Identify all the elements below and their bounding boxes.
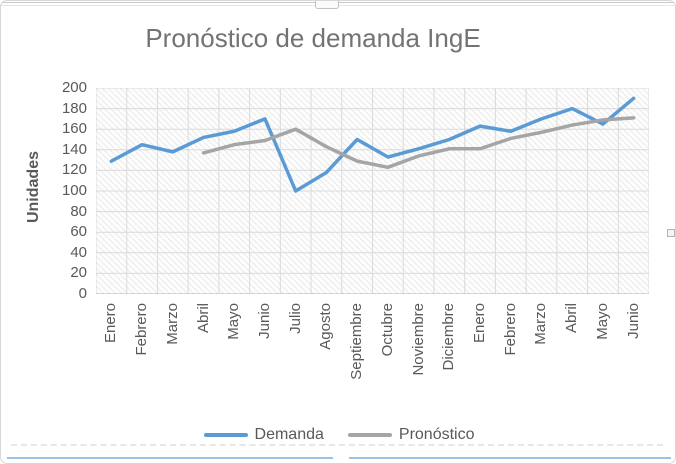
y-tick-label: 80 xyxy=(70,202,87,220)
chart-resize-handle-top[interactable] xyxy=(315,1,339,9)
selected-row-border xyxy=(349,457,671,459)
y-tick-label: 160 xyxy=(61,120,87,138)
legend: Demanda Pronóstico xyxy=(1,423,675,447)
x-tick-label: Septiembre xyxy=(348,303,366,380)
y-tick-label: 200 xyxy=(61,79,87,96)
x-tick-label: Octubre xyxy=(378,303,396,357)
chart-title[interactable]: Pronóstico de demanda IngE xyxy=(145,23,481,53)
x-tick-label: Noviembre xyxy=(409,303,427,376)
legend-label-demanda: Demanda xyxy=(254,426,324,443)
y-tick-label: 140 xyxy=(61,140,87,158)
x-tick-label: Abril xyxy=(563,303,581,334)
x-tick-label: Agosto xyxy=(317,303,335,350)
x-tick-label: Diciembre xyxy=(440,303,458,371)
y-tick-label: 120 xyxy=(61,161,87,179)
y-tick-label: 40 xyxy=(70,243,87,261)
x-tick-label: Enero xyxy=(102,303,120,344)
y-tick-label: 0 xyxy=(78,285,87,302)
legend-label-pronostico: Pronóstico xyxy=(398,426,475,443)
legend-item-pronostico[interactable]: Pronóstico xyxy=(347,426,475,444)
chart-resize-handle-right[interactable] xyxy=(667,229,675,237)
x-tick-label: Marzo xyxy=(532,303,550,345)
x-tick-label: Abril xyxy=(194,303,212,334)
pronostico-line-swatch xyxy=(347,433,392,437)
x-tick-label: Febrero xyxy=(501,303,519,356)
demanda-line-swatch xyxy=(203,433,248,437)
legend-item-demanda[interactable]: Demanda xyxy=(203,426,324,444)
x-tick-label: Enero xyxy=(471,303,489,344)
selected-row-border xyxy=(7,457,333,459)
plot-area[interactable] xyxy=(96,88,649,294)
series-line-demanda[interactable] xyxy=(109,96,636,193)
chart-bottom-edge xyxy=(11,444,663,446)
y-tick-label: 100 xyxy=(61,182,87,199)
y-tick-label: 60 xyxy=(70,223,87,241)
x-tick-label: Marzo xyxy=(163,303,181,345)
y-tick-label: 20 xyxy=(70,264,87,282)
x-tick-label: Junio xyxy=(255,303,273,339)
x-tick-label: Mayo xyxy=(593,303,611,340)
x-tick-label: Junio xyxy=(624,303,642,339)
y-tick-label: 180 xyxy=(61,99,87,117)
x-tick-label: Mayo xyxy=(225,303,243,340)
series-line-pronóstico[interactable] xyxy=(201,116,636,170)
x-tick-label: Julio xyxy=(286,303,304,334)
x-tick-label: Febrero xyxy=(133,303,151,356)
